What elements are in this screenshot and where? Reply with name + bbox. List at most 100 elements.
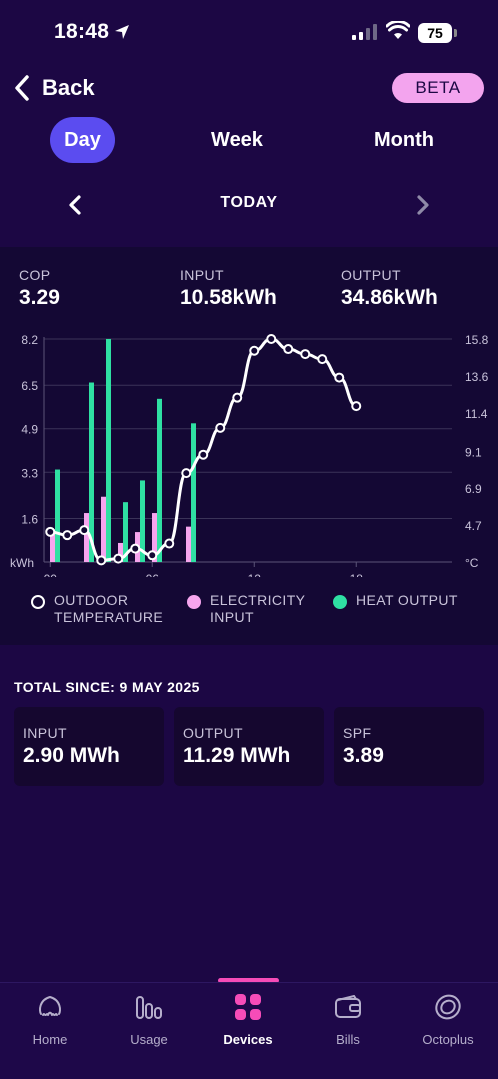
stat-cop-label: COP [19,267,51,283]
total-input-card: INPUT 2.90 MWh [14,707,164,786]
y-left-unit-label: kWh [10,556,34,570]
y-right-tick-label: 9.1 [465,445,482,459]
bottom-tab-bar: Home Usage Devices [0,982,498,1079]
temperature-point [317,354,328,365]
tab-bills[interactable]: Bills [303,991,393,1047]
status-bar: 18:48 75 [0,0,498,66]
cellular-signal-icon [352,24,377,40]
totals-title: TOTAL SINCE: 9 MAY 2025 [14,679,200,695]
temperature-point [164,538,175,549]
stat-input-label: INPUT [180,267,224,283]
legend-electricity-input: ELECTRICITY INPUT [187,592,305,626]
tab-label: Devices [223,1032,273,1047]
temperature-point [232,392,243,403]
heat-output-bar [89,382,94,562]
total-input-label: INPUT [23,725,67,741]
temperature-point [45,526,56,537]
tab-week[interactable]: Week [211,129,263,151]
y-right-tick-label: 13.6 [465,370,489,384]
legend-label: OUTDOOR TEMPERATURE [54,592,164,625]
octopus-icon [39,995,61,1016]
electricity-input-bar [50,529,55,562]
legend-outdoor-temperature: OUTDOOR TEMPERATURE [31,592,163,626]
total-output-label: OUTPUT [183,725,243,741]
legend-label: ELECTRICITY INPUT [210,592,306,625]
temperature-point [130,543,141,554]
tab-label: Octoplus [422,1032,474,1047]
tab-label: Home [32,1032,68,1047]
total-input-value: 2.90 MWh [23,744,120,767]
total-output-value: 11.29 MWh [183,744,291,767]
next-day-button[interactable] [412,192,434,218]
y-left-tick-label: 4.9 [21,423,38,437]
temperature-point [181,468,192,479]
energy-chart-card: COP 3.29 INPUT 10.58kWh OUTPUT 34.86kWh … [0,247,498,645]
tab-label: Bills [336,1032,360,1047]
heat-output-bar [157,398,162,562]
y-left-tick-label: 3.3 [21,466,38,480]
x-tick-label: 00 [44,572,58,577]
temperature-point [215,422,226,433]
active-tab-indicator [218,978,279,983]
stat-output-label: OUTPUT [341,267,401,283]
legend-dot-icon [333,595,347,609]
wifi-icon [386,21,410,39]
temperature-point [198,449,209,460]
tab-devices[interactable]: Devices [203,991,293,1047]
energy-temperature-chart[interactable]: 1.6 3.3 4.9 6.5 8.2 4.7 6.9 9.1 11.4 13.6 15.8 kWh °… [0,327,498,577]
outdoor-temperature-line [50,337,357,562]
heat-output-bar [191,423,196,562]
temperature-point [113,553,124,564]
legend-label: HEAT OUTPUT [356,592,458,608]
y-right-tick-label: 11.4 [465,407,488,421]
stat-cop: COP 3.29 [19,267,60,310]
stat-output-value: 34.86kWh [341,286,438,309]
heat-output-bar [55,469,60,562]
date-label: TODAY [220,194,278,211]
legend-heat-output: HEAT OUTPUT [333,592,458,609]
tab-octoplus[interactable]: Octoplus [403,991,493,1047]
electricity-input-bar [84,513,89,562]
location-arrow-icon [115,25,129,39]
temperature-point [300,349,311,360]
y-right-tick-label: 15.8 [465,333,489,347]
heat-output-bar [123,502,128,562]
stat-output: OUTPUT 34.86kWh [341,267,438,310]
chevron-left-icon [15,75,29,101]
y-right-tick-label: 6.9 [465,482,482,496]
electricity-input-bar [186,526,191,562]
temperature-point [96,555,107,566]
temperature-point [351,401,362,412]
temperature-point [79,525,90,536]
temperature-point [147,550,158,561]
total-spf-label: SPF [343,725,372,741]
electricity-input-bar [101,496,106,562]
usage-bars-icon [136,996,162,1019]
total-spf-card: SPF 3.89 [334,707,484,786]
tab-home[interactable]: Home [5,991,95,1047]
beta-badge: BETA [392,73,484,103]
stat-input: INPUT 10.58kWh [180,267,277,310]
y-right-tick-label: 4.7 [465,519,482,533]
tab-month[interactable]: Month [374,129,434,151]
previous-day-button[interactable] [64,192,86,218]
temperature-point [62,530,73,541]
back-button[interactable]: Back [14,72,95,104]
temperature-point [249,345,260,356]
stat-input-value: 10.58kWh [180,286,277,309]
tab-day[interactable]: Day [50,117,115,163]
heat-output-bar [106,339,111,562]
x-tick-label: 06 [146,572,160,577]
electricity-input-bar [118,542,123,562]
electricity-input-bar [152,513,157,562]
temperature-point [334,372,345,383]
devices-grid-icon [235,994,261,1020]
battery-tip [454,29,457,37]
status-time: 18:48 [54,20,110,43]
x-tick-label: 18 [350,572,364,577]
battery-indicator: 75 [418,23,452,43]
back-label: Back [42,75,95,100]
octoplus-coin-icon [435,994,461,1020]
tab-usage[interactable]: Usage [104,991,194,1047]
y-right-unit-label: °C [465,556,479,570]
